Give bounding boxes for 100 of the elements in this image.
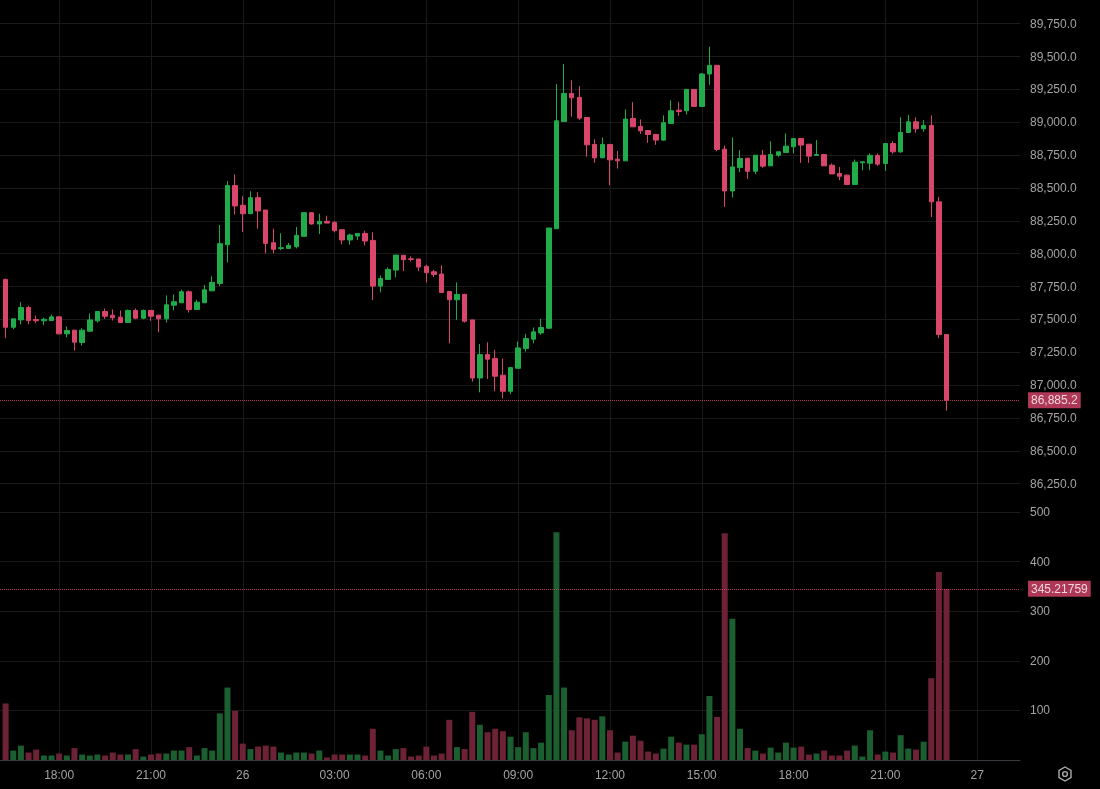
candlestick	[232, 173, 238, 215]
bar	[125, 754, 132, 760]
bar	[652, 753, 659, 760]
candlestick	[829, 163, 835, 175]
bar	[499, 731, 506, 760]
bar	[132, 749, 139, 760]
candlestick	[477, 343, 483, 393]
candlestick	[707, 46, 712, 86]
y-tick-label: 500	[1030, 505, 1051, 519]
candlestick	[676, 101, 682, 117]
x-tick-label: 27	[970, 768, 985, 782]
x-tick-label: 06:00	[411, 768, 442, 782]
x-tick-label: 12:00	[594, 768, 626, 782]
x-tick-label: 21:00	[870, 768, 901, 782]
bar	[584, 718, 591, 760]
candlestick	[661, 114, 666, 142]
candlestick	[378, 274, 383, 293]
y-tick-label: 89,250.0	[1030, 82, 1078, 97]
candlestick	[645, 130, 651, 144]
candlestick	[531, 327, 536, 344]
candlestick	[439, 264, 444, 293]
x-tick-label: 03:00	[319, 768, 350, 782]
candlestick	[164, 294, 169, 324]
y-tick-label: 88,750.0	[1030, 148, 1078, 163]
candlestick	[852, 159, 858, 186]
bar	[308, 753, 315, 760]
candlestick	[64, 325, 70, 338]
candlestick	[600, 136, 605, 159]
candlestick	[171, 293, 177, 311]
candlestick	[18, 301, 24, 325]
bar	[247, 749, 254, 760]
candlestick	[209, 275, 215, 292]
bar	[278, 752, 285, 760]
candlestick	[317, 213, 322, 235]
candlestick	[240, 195, 246, 233]
candlestick	[500, 358, 506, 399]
y-tick-label: 88,500.0	[1030, 180, 1078, 195]
candlestick	[867, 153, 873, 171]
candlestick	[431, 269, 437, 278]
bar	[729, 618, 736, 760]
bar	[71, 748, 78, 760]
y-tick-label: 88,000.0	[1030, 246, 1078, 261]
candlestick	[791, 138, 796, 155]
candlestick	[408, 255, 414, 262]
y-tick-label: 100	[1030, 703, 1051, 718]
candlestick	[684, 88, 689, 115]
bar	[316, 750, 323, 760]
candlestick	[798, 138, 804, 164]
y-tick-label: 400	[1030, 554, 1051, 569]
bar	[56, 753, 63, 760]
bar	[614, 752, 621, 760]
candlestick	[538, 318, 544, 336]
candlestick	[485, 341, 490, 380]
ref-line-label: 86,885.2	[1031, 393, 1079, 408]
candlestick	[691, 88, 697, 107]
y-tick-label: 87,750.0	[1030, 279, 1078, 294]
candlestick	[783, 132, 789, 153]
candlestick	[255, 191, 261, 230]
bar	[813, 753, 820, 760]
candlestick	[753, 154, 758, 175]
candlestick	[370, 231, 376, 301]
candlestick	[186, 289, 192, 314]
candlestick	[271, 228, 276, 254]
candlestick	[584, 117, 590, 158]
candlestick	[33, 315, 39, 324]
candlestick	[837, 166, 842, 181]
candlestick	[355, 232, 360, 241]
candlestick	[385, 266, 391, 280]
bar	[721, 533, 728, 760]
candlestick	[95, 310, 100, 324]
y-tick-label: 86,500.0	[1030, 443, 1078, 458]
bar	[178, 750, 185, 760]
candlestick	[515, 341, 521, 369]
candlestick	[118, 309, 123, 324]
bar	[691, 744, 698, 760]
x-tick-label: 18:00	[44, 768, 75, 782]
candlestick	[913, 116, 919, 134]
bar	[10, 750, 17, 760]
candlestick	[860, 161, 865, 171]
bar	[2, 703, 9, 760]
candlestick	[806, 143, 812, 164]
candlestick	[454, 281, 460, 321]
candlestick	[615, 150, 620, 169]
bar	[874, 754, 881, 760]
bar	[882, 751, 889, 760]
candlestick	[668, 99, 674, 124]
bar	[943, 588, 950, 760]
candlestick	[638, 118, 643, 135]
candlestick	[278, 232, 284, 251]
bar	[561, 687, 568, 760]
bar	[759, 753, 766, 760]
candlestick	[225, 180, 230, 263]
candlestick	[929, 114, 934, 218]
candlestick	[339, 229, 345, 245]
x-tick-label: 26	[236, 768, 250, 782]
bar	[935, 572, 942, 760]
candlestick	[577, 85, 582, 121]
x-tick-label: 21:00	[135, 768, 167, 782]
candlestick	[26, 305, 31, 325]
candlestick	[56, 315, 62, 335]
